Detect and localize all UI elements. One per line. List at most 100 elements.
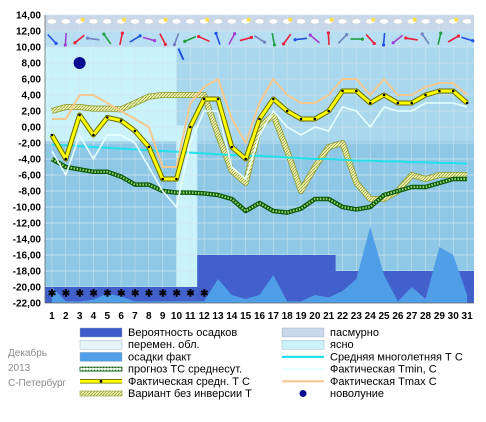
x-tick-label: 12	[199, 311, 211, 322]
fact-mean-point	[465, 101, 469, 105]
y-tick-label: 0,00	[22, 123, 42, 134]
fact-mean-point	[78, 113, 81, 117]
cloud-icon	[88, 18, 99, 25]
y-axis: 14,00 12,00 10,00 8,00 6,00 4,00 2,00 0,00 -2,00…	[13, 11, 46, 310]
legend-swatch	[299, 390, 307, 397]
wind-arrow-head-icon	[102, 32, 106, 36]
wind-arrow-icon	[239, 36, 252, 42]
y-tick-label: 8,00	[22, 59, 42, 70]
fact-mean-point	[424, 93, 427, 97]
wind-arrow-icon	[47, 34, 57, 44]
wind-arrow-head-icon	[345, 33, 349, 37]
wind-arrow-icon	[87, 37, 100, 41]
cloud-icon	[171, 18, 182, 25]
wind-arrow-icon	[437, 32, 442, 46]
y-tick-label: -6,00	[18, 171, 41, 182]
fact-mean-point	[202, 97, 206, 101]
fact-mean-point	[382, 93, 386, 97]
x-tick-label: 11	[185, 311, 196, 322]
cloud-icon	[144, 18, 154, 25]
cloud-icon	[185, 18, 196, 25]
snow-icon: ✱	[200, 289, 209, 300]
wind-arrow-icon	[159, 33, 167, 45]
wind-arrow-icon	[392, 34, 404, 44]
wind-arrow-head-icon	[293, 38, 297, 42]
sun-icon	[454, 17, 459, 22]
legend-swatch	[79, 366, 123, 372]
legend-label: Вариант без инверсии Т	[128, 388, 252, 400]
wind-arrow-head-icon	[381, 43, 386, 47]
wind-arrow-icon	[119, 32, 124, 46]
x-tick-label: 27	[406, 311, 418, 322]
y-tick-label: 10,00	[16, 43, 41, 54]
x-tick-label: 8	[146, 311, 152, 322]
x-tick-label: 9	[160, 311, 166, 322]
cloud-icon	[47, 18, 57, 25]
x-tick-label: 29	[434, 311, 446, 322]
legend-swatch	[79, 340, 123, 350]
fact-mean-point	[451, 89, 455, 93]
wind-arrow-icon	[103, 33, 112, 45]
wind-arrow-icon	[294, 37, 308, 41]
y-tick-label: 14,00	[16, 11, 41, 22]
legend: Вероятность осадков пасмурно перемен. обл.…	[79, 327, 463, 400]
x-tick-label: 23	[351, 311, 363, 322]
snow-icon: ✱	[145, 289, 154, 300]
sun-icon	[288, 17, 293, 22]
wind-arrow-head-icon	[439, 31, 443, 35]
cloud-icon	[61, 18, 71, 25]
sun-icon	[80, 17, 85, 22]
x-tick-label: 6	[118, 311, 124, 322]
legend-item: Средняя многолетняя Т С	[282, 351, 463, 363]
cloud-icon	[351, 18, 362, 25]
snow-icon: ✱	[62, 289, 71, 300]
legend-label: Фактическая Tmin, С	[330, 364, 437, 376]
wind-arrow-icon	[365, 34, 375, 44]
wind-arrow-icon	[327, 32, 330, 46]
legend-swatch	[79, 390, 123, 397]
legend-label: ясно	[330, 339, 354, 351]
sun-icon	[329, 17, 334, 22]
cloud-icon	[268, 18, 279, 25]
x-tick-label: 3	[77, 311, 83, 322]
legend-swatch-marker	[99, 379, 103, 383]
wind-arrow-head-icon	[404, 36, 408, 40]
wind-arrow-icon	[461, 36, 474, 42]
wind-arrow-head-icon	[163, 42, 167, 46]
legend-swatch	[79, 352, 123, 362]
y-tick-label: 12,00	[16, 27, 41, 38]
wind-arrow-head-icon	[360, 37, 364, 41]
wind-arrow-icon	[253, 35, 266, 43]
wind-arrow-head-icon	[73, 41, 77, 45]
wind-arrow-head-icon	[197, 34, 201, 39]
caption-city: С-Петербург	[8, 377, 67, 389]
x-tick-label: 17	[268, 311, 280, 322]
caption-year: 2013	[8, 363, 31, 374]
fact-mean-point	[105, 116, 109, 119]
cloud-icon	[213, 18, 223, 25]
fact-mean-point	[147, 145, 151, 149]
series-tmax	[51, 77, 468, 168]
wind-arrow-icon	[74, 34, 85, 44]
y-tick-label: -8,00	[18, 187, 41, 198]
legend-label: Фактическая средн. Т С	[128, 376, 250, 388]
cloud-icon	[227, 18, 237, 25]
x-tick-label: 22	[337, 311, 349, 322]
fact-mean-point	[92, 133, 95, 137]
fact-mean-point	[50, 133, 54, 137]
sun-icon	[163, 17, 168, 22]
fact-mean-point	[244, 157, 247, 161]
y-tick-label: 2,00	[22, 107, 42, 118]
legend-label: пасмурно	[330, 327, 379, 339]
snow-icon: ✱	[159, 289, 168, 300]
fact-mean-point	[119, 119, 123, 122]
cloud-icon	[296, 18, 306, 25]
wind-arrow-head-icon	[85, 36, 90, 40]
cloud-icon	[379, 18, 389, 25]
x-tick-label: 18	[282, 311, 294, 322]
legend-item: Фактическая Tmax С	[282, 376, 437, 388]
legend-swatch	[79, 327, 123, 338]
cloud-icon	[337, 18, 348, 25]
wind-arrow-icon	[271, 32, 276, 46]
wind-arrow-icon	[198, 35, 210, 43]
